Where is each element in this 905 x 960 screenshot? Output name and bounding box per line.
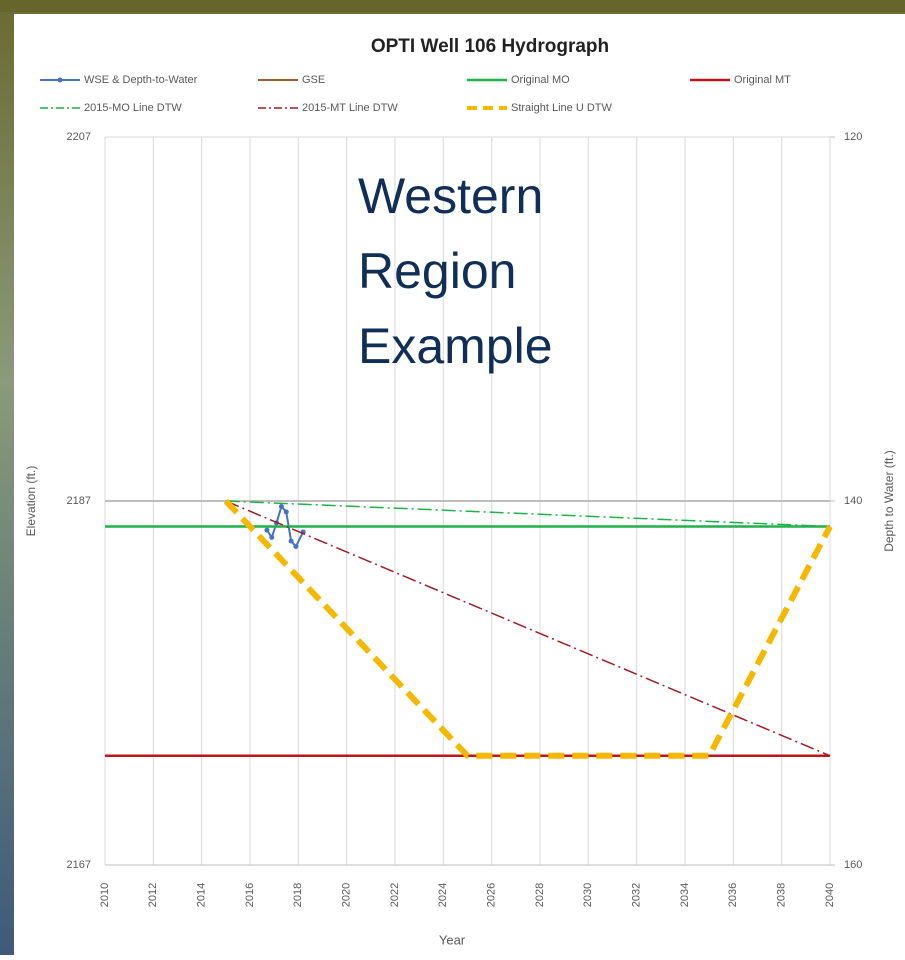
chart-title: OPTI Well 106 Hydrograph [371,36,609,57]
data-point [293,544,298,549]
x-tick-label: 2016 [244,883,256,907]
x-tick-label: 2030 [582,883,594,907]
y-tick-label: 2187 [67,495,91,507]
legend-label: Original MO [511,74,570,86]
y2-tick-label: 140 [844,495,862,507]
annotation: Western [358,168,543,224]
legend-label: Original MT [734,74,791,86]
y-axis-label: Elevation (ft.) [24,466,38,537]
chart-background [14,14,905,955]
legend-marker [58,78,63,83]
x-tick-label: 2038 [776,883,788,907]
y-tick-label: 2207 [67,131,91,143]
x-tick-label: 2022 [389,883,401,907]
x-tick-label: 2036 [727,883,739,907]
x-tick-label: 2020 [341,883,353,907]
annotation: Region [358,243,516,299]
y-tick-label: 2167 [67,859,91,871]
legend-label: Straight Line U DTW [511,102,612,114]
x-tick-label: 2024 [437,883,449,907]
y2-tick-label: 160 [844,859,862,871]
x-tick-label: 2014 [196,883,208,907]
data-point [284,509,289,514]
data-point [264,528,269,533]
legend-label: GSE [302,74,325,86]
y2-tick-label: 120 [844,131,862,143]
x-tick-label: 2012 [147,883,159,907]
legend-label: 2015-MO Line DTW [84,102,182,114]
x-tick-label: 2028 [534,883,546,907]
x-axis-label: Year [439,932,466,947]
y2-axis-label: Depth to Water (ft.) [882,450,896,552]
slide-top-band [0,0,905,12]
x-tick-label: 2034 [679,883,691,907]
x-tick-label: 2032 [631,883,643,907]
data-point [269,535,274,540]
data-point [279,504,284,509]
annotation: Example [358,318,553,374]
legend-label: WSE & Depth-to-Water [84,74,198,86]
legend-label: 2015-MT Line DTW [302,102,398,114]
data-point [289,539,294,544]
x-tick-label: 2010 [99,883,111,907]
x-tick-label: 2040 [824,883,836,907]
x-tick-label: 2018 [292,883,304,907]
x-tick-label: 2026 [486,883,498,907]
slide: OPTI Well 106 Hydrograph Year Elevation … [0,0,905,955]
